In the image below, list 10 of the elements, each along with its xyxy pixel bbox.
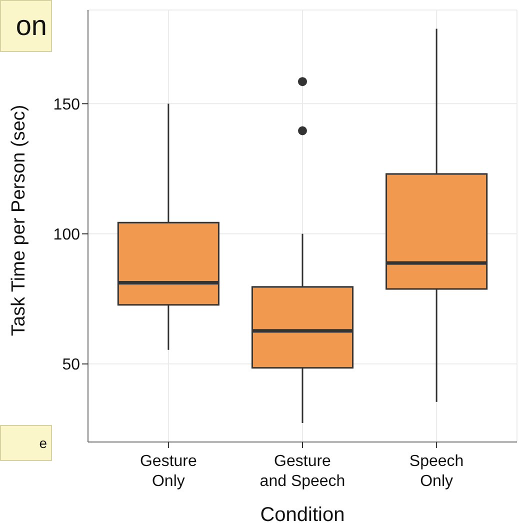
y-tick-label: 50 <box>62 356 80 374</box>
x-tick-label: Gesture Only <box>140 453 197 490</box>
x-axis-title: Condition <box>260 504 345 523</box>
x-tick-label: Speech Only <box>409 453 464 490</box>
x-tick-label: Gesture and Speech <box>260 453 346 490</box>
y-tick-label: 150 <box>53 96 80 114</box>
y-axis-title: Task Time per Person (sec) <box>8 104 30 336</box>
text: on <box>0 0 52 52</box>
y-tick-label: 100 <box>53 226 80 244</box>
text: e <box>0 425 52 461</box>
